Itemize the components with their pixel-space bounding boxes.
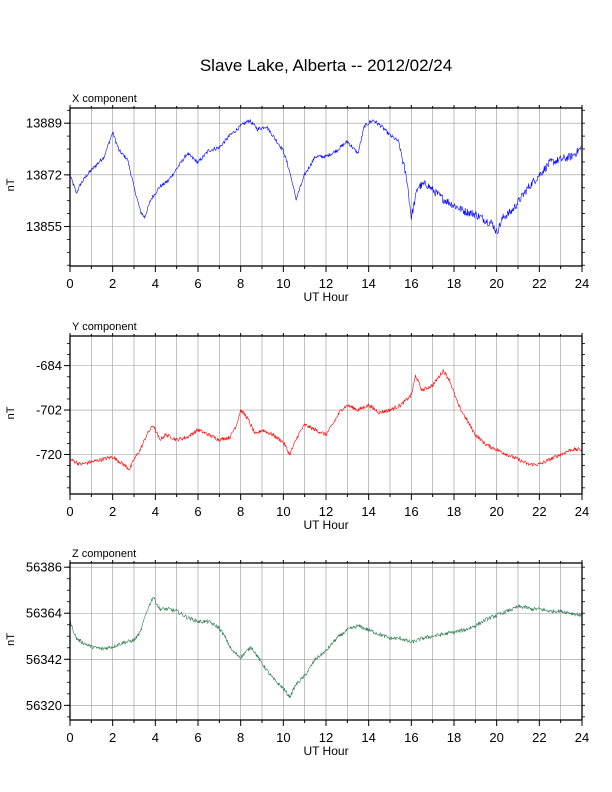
x-tick-label: 16: [404, 730, 418, 745]
x-axis-label: UT Hour: [303, 290, 348, 304]
y-tick-label: 56364: [26, 606, 62, 621]
x-tick-label: 12: [319, 504, 333, 519]
x-tick-label: 20: [489, 504, 503, 519]
x-axis-label: UT Hour: [303, 744, 348, 758]
x-tick-label: 14: [361, 730, 375, 745]
x-tick-label: 8: [237, 276, 244, 291]
x-tick-label: 8: [237, 504, 244, 519]
x-tick-label: 18: [447, 504, 461, 519]
series-line: [69, 368, 583, 471]
y-axis-label: nT: [5, 406, 17, 419]
y-tick-label: 56342: [26, 652, 62, 667]
page-title: Slave Lake, Alberta -- 2012/02/24: [199, 56, 453, 75]
x-tick-label: 20: [489, 276, 503, 291]
x-tick-label: 6: [194, 504, 201, 519]
x-tick-label: 22: [532, 504, 546, 519]
x-tick-label: 18: [447, 730, 461, 745]
y-axis-label: nT: [5, 633, 17, 646]
x-axis-label: UT Hour: [303, 518, 348, 532]
series-line: [70, 596, 583, 699]
x-tick-label: 4: [152, 504, 159, 519]
y-tick-label: -702: [36, 403, 62, 418]
x-tick-label: 24: [575, 730, 589, 745]
x-tick-label: 6: [194, 730, 201, 745]
x-tick-label: 18: [447, 276, 461, 291]
x-tick-label: 16: [404, 276, 418, 291]
x-tick-label: 24: [575, 504, 589, 519]
x-tick-label: 2: [109, 504, 116, 519]
x-tick-label: 16: [404, 504, 418, 519]
y-tick-label: -684: [36, 358, 62, 373]
x-tick-label: 22: [532, 276, 546, 291]
x-tick-label: 10: [276, 504, 290, 519]
x-tick-label: 6: [194, 276, 201, 291]
x-tick-label: 4: [152, 276, 159, 291]
x-tick-label: 22: [532, 730, 546, 745]
y-tick-label: 13872: [26, 167, 62, 182]
x-tick-label: 14: [361, 504, 375, 519]
x-tick-label: 0: [66, 276, 73, 291]
x-tick-label: 20: [489, 730, 503, 745]
x-tick-label: 10: [276, 276, 290, 291]
x-tick-label: 0: [66, 504, 73, 519]
x-tick-label: 4: [152, 730, 159, 745]
x-tick-label: 0: [66, 730, 73, 745]
x-tick-label: 2: [109, 276, 116, 291]
component-title: Y component: [72, 321, 137, 333]
chart-z-component: 0 2 4 6 8 10 12 14 16 18 20 22 245632056342563645638…: [5, 548, 589, 758]
component-title: X component: [72, 93, 137, 105]
y-axis-label: nT: [5, 178, 17, 191]
x-tick-label: 2: [109, 730, 116, 745]
x-tick-label: 14: [361, 276, 375, 291]
x-tick-label: 12: [319, 276, 333, 291]
y-tick-label: 13855: [26, 219, 62, 234]
series-line: [69, 119, 583, 235]
y-tick-label: 56386: [26, 560, 62, 575]
x-tick-label: 8: [237, 730, 244, 745]
x-tick-label: 24: [575, 276, 589, 291]
y-tick-label: 13889: [26, 116, 62, 131]
x-tick-label: 10: [276, 730, 290, 745]
y-tick-label: 56320: [26, 698, 62, 713]
y-tick-label: -720: [36, 447, 62, 462]
component-title: Z component: [72, 548, 136, 560]
x-tick-label: 12: [319, 730, 333, 745]
